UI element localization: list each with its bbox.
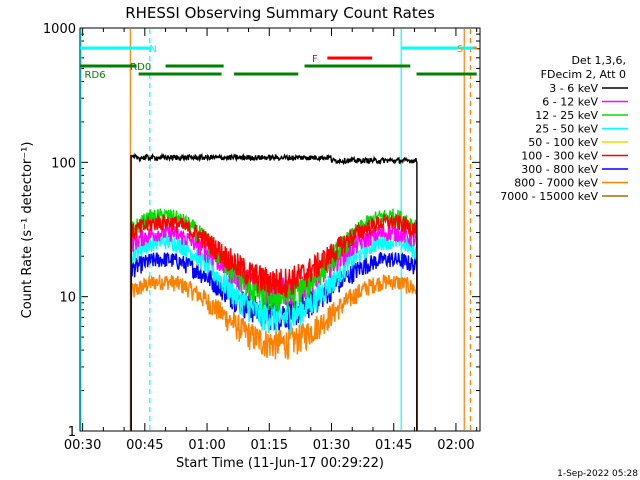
legend-label: 300 - 800 keV bbox=[521, 163, 598, 176]
legend-label: 25 - 50 keV bbox=[535, 123, 598, 136]
flag-label-n: N bbox=[149, 44, 156, 55]
flag-bars: N F S RD0 RD6 bbox=[80, 44, 477, 81]
legend-label: 3 - 6 keV bbox=[549, 82, 598, 95]
chart-title: RHESSI Observing Summary Count Rates bbox=[125, 4, 435, 22]
y-tick-label: 1000 bbox=[43, 22, 76, 37]
series-group bbox=[130, 152, 418, 431]
x-tick-label: 01:00 bbox=[188, 438, 225, 453]
series-line-100-300keV bbox=[130, 213, 418, 431]
x-tick-label: 01:45 bbox=[375, 438, 412, 453]
vertical-markers bbox=[80, 29, 472, 430]
legend-label: 12 - 25 keV bbox=[535, 109, 598, 122]
x-tick-label: 00:45 bbox=[126, 438, 163, 453]
plot-frame bbox=[79, 27, 481, 432]
y-tick-label: 1 bbox=[68, 425, 76, 440]
legend-header-line-1: Det 1,3,6, bbox=[571, 54, 626, 67]
flag-label-f: F bbox=[312, 54, 318, 65]
axis-ticks: 00:30 00:45 01:00 01:15 01:30 01:45 02:00 1 10 10… bbox=[43, 22, 480, 453]
legend-label: 6 - 12 keV bbox=[542, 96, 598, 109]
flag-label-rd6: RD6 bbox=[85, 70, 106, 81]
series-line-25-50keV bbox=[130, 232, 418, 431]
legend-label: 7000 - 15000 keV bbox=[500, 190, 598, 203]
x-axis-label: Start Time (11-Jun-17 00:29:22) bbox=[176, 456, 384, 471]
footer-timestamp: 1-Sep-2022 05:28 bbox=[557, 469, 638, 479]
legend-label: 100 - 300 keV bbox=[521, 150, 598, 163]
y-tick-label: 100 bbox=[51, 156, 76, 171]
x-tick-label: 00:30 bbox=[64, 438, 101, 453]
x-tick-label: 01:15 bbox=[251, 438, 288, 453]
series-line-3-6keV bbox=[130, 152, 418, 431]
legend-label: 50 - 100 keV bbox=[528, 136, 598, 149]
flag-label-s: S bbox=[457, 44, 463, 55]
series-line-800-7000keV bbox=[130, 274, 418, 431]
x-tick-label: 02:00 bbox=[437, 438, 474, 453]
flag-label-rd0: RD0 bbox=[130, 62, 151, 73]
legend-header-line-2: FDecim 2, Att 0 bbox=[541, 68, 626, 81]
y-axis-label: Count Rate (s⁻¹ detector⁻¹) bbox=[20, 142, 35, 319]
x-tick-label: 01:30 bbox=[313, 438, 350, 453]
y-tick-label: 10 bbox=[59, 291, 76, 306]
legend-label: 800 - 7000 keV bbox=[514, 177, 598, 190]
